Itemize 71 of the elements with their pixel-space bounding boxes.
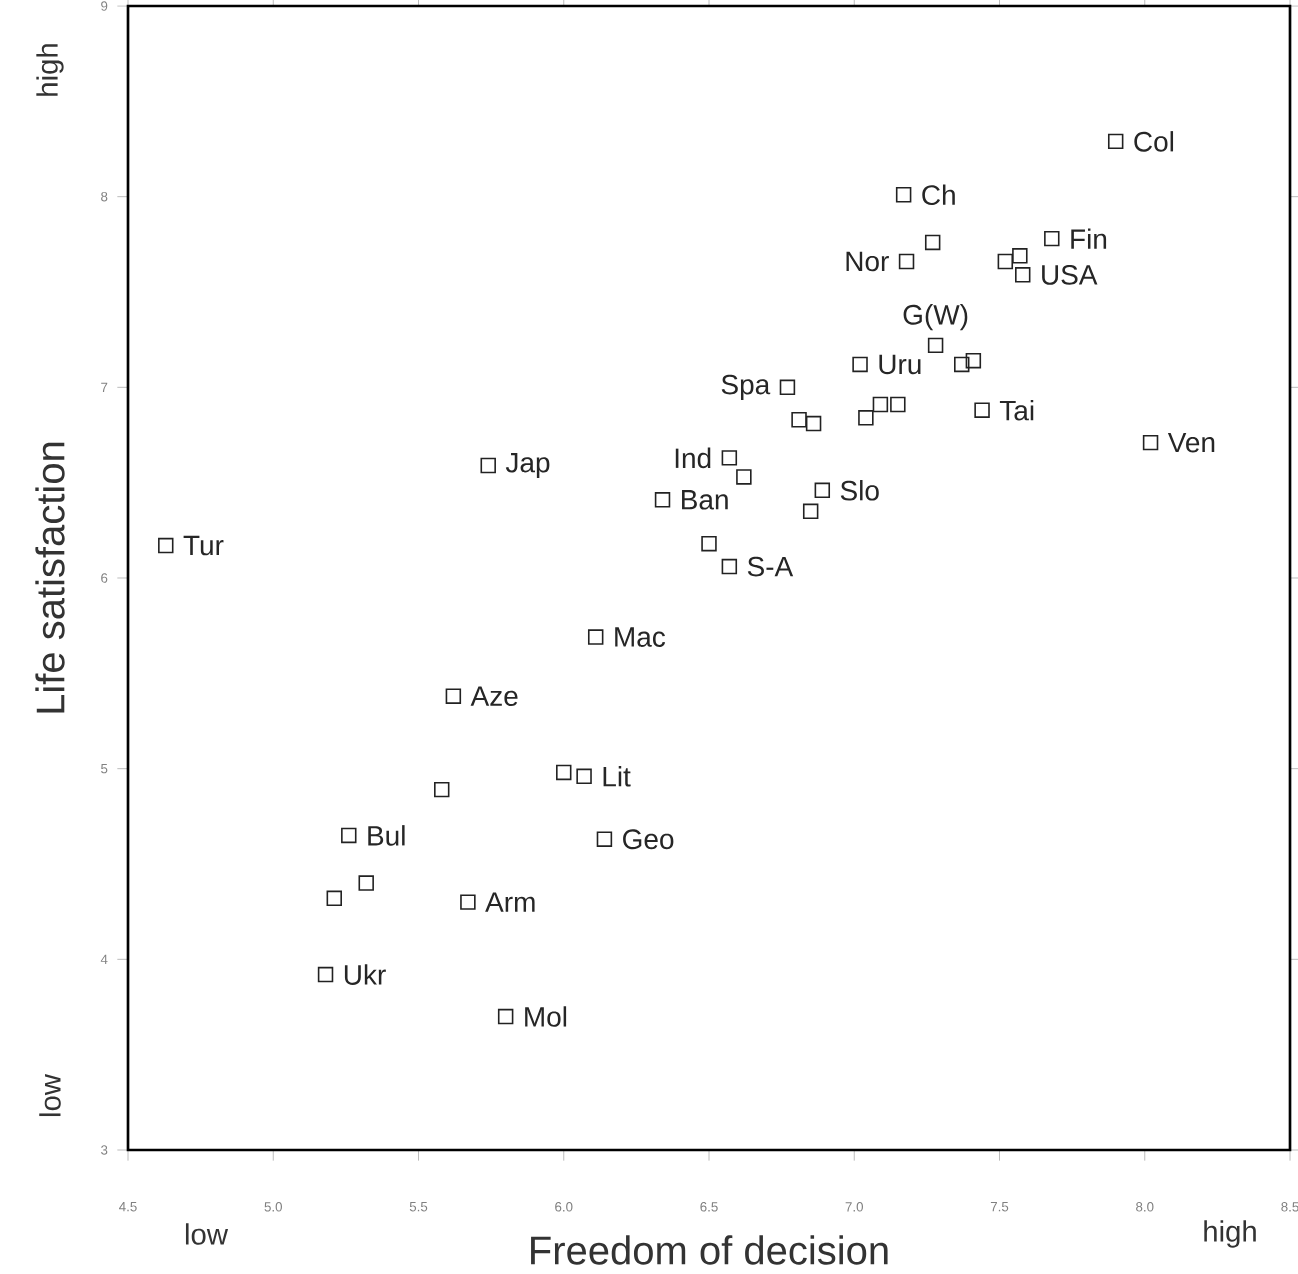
annotation: Col [1134, 131, 1174, 152]
point [805, 415, 822, 432]
text: high [1204, 1220, 1256, 1248]
point [654, 492, 671, 508]
annotation: Ven [1167, 432, 1215, 453]
point [497, 1008, 514, 1025]
point [974, 402, 990, 418]
text: low [185, 1223, 229, 1245]
annotation: Ind [675, 447, 711, 469]
point [556, 764, 572, 781]
point [898, 253, 915, 270]
annotation: Bul [368, 825, 405, 846]
point [1015, 267, 1031, 283]
annotation: Ban [682, 490, 728, 510]
annotation: USA [1042, 264, 1098, 285]
point [954, 356, 970, 373]
point [326, 890, 342, 907]
annotation: Arm [485, 892, 535, 912]
point [872, 396, 889, 413]
annotation: Mol [525, 1006, 567, 1027]
point [434, 781, 450, 798]
annotation: Jap [505, 453, 550, 479]
point [341, 827, 357, 844]
x-axis-title: Freedom of decision [531, 1235, 888, 1265]
point [158, 537, 174, 554]
annotation: Ch [922, 184, 955, 206]
point [890, 396, 906, 413]
text: high [36, 44, 64, 96]
point [701, 535, 717, 552]
point [1142, 434, 1159, 451]
point [445, 688, 462, 704]
point [480, 457, 496, 474]
point [779, 379, 796, 396]
annotation: Geo [623, 829, 674, 850]
annotation: Lit [603, 766, 631, 787]
point [1044, 230, 1060, 247]
annotation: Nor [846, 251, 889, 272]
point [576, 768, 592, 785]
point [924, 234, 941, 251]
y-axis-title: Life satisfaction [35, 442, 65, 713]
annotation: Tai [999, 399, 1034, 421]
annotation: Spa [721, 374, 771, 401]
annotation: Uru [879, 354, 921, 375]
point [460, 894, 476, 910]
annotation: Aze [470, 686, 518, 706]
point [965, 352, 982, 369]
point [358, 875, 374, 891]
point [895, 187, 912, 203]
annotation: Ukr [344, 964, 386, 985]
point [1107, 133, 1124, 150]
annotation: Fin [1071, 228, 1107, 249]
annotation: Mac [615, 627, 666, 647]
point [858, 410, 874, 426]
point [596, 831, 613, 847]
point [1012, 248, 1028, 264]
annotation: G(W) [903, 304, 968, 331]
annotation: S-A [747, 556, 794, 577]
point [927, 337, 944, 354]
point [587, 629, 604, 645]
point [721, 558, 738, 575]
point [791, 412, 807, 428]
point [317, 966, 334, 983]
annotation: Slo [840, 480, 879, 501]
text: low [39, 1073, 61, 1117]
point [802, 503, 819, 519]
point [736, 469, 752, 485]
point [852, 356, 868, 373]
point [721, 450, 738, 466]
point [814, 482, 831, 499]
annotation: Tur [183, 535, 224, 556]
point [997, 253, 1014, 270]
